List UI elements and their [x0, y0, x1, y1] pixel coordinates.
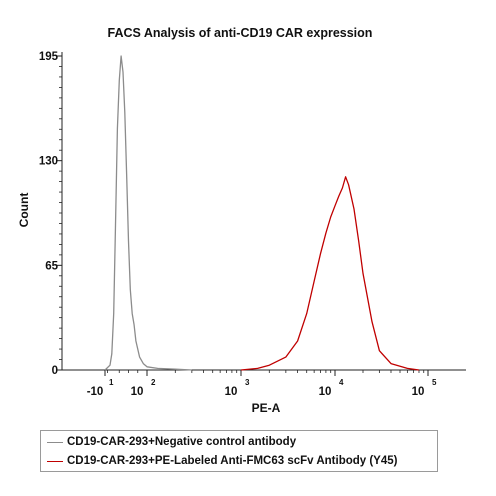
y-tick-label: 0 — [52, 365, 58, 377]
legend-item-negative-control: CD19-CAR-293+Negative control antibody — [47, 434, 296, 450]
legend-item-anti-fmc63: CD19-CAR-293+PE-Labeled Anti-FMC63 scFv … — [47, 453, 397, 469]
legend-swatch-anti-fmc63 — [47, 460, 63, 462]
legend-label-negative-control: CD19-CAR-293+Negative control antibody — [67, 436, 297, 448]
x-axis-label: PE-A — [252, 401, 281, 415]
x-tick-exponent: 2 — [151, 378, 156, 387]
x-tick-exponent: 5 — [432, 378, 437, 387]
x-tick-exponent: 1 — [109, 378, 114, 387]
x-tick-label: -10 — [87, 386, 104, 398]
y-axis-label: Count — [17, 193, 31, 228]
chart-title: FACS Analysis of anti-CD19 CAR expressio… — [108, 26, 373, 40]
y-tick-label: 195 — [39, 51, 59, 63]
x-tick-label: 10 — [319, 386, 332, 398]
x-tick-label: 10 — [412, 386, 425, 398]
x-tick-exponent: 4 — [339, 378, 344, 387]
series-line-2 — [240, 176, 420, 371]
legend: CD19-CAR-293+Negative control antibody C… — [40, 430, 438, 472]
legend-label-anti-fmc63: CD19-CAR-293+PE-Labeled Anti-FMC63 scFv … — [67, 455, 398, 467]
legend-swatch-negative-control — [47, 441, 63, 443]
series-line-1 — [104, 55, 192, 371]
x-tick-exponent: 3 — [245, 378, 250, 387]
y-tick-label: 65 — [45, 260, 58, 272]
plot-area: 0 65 130 195 -10 1 10 2 10 3 10 4 10 5 — [39, 51, 466, 398]
x-tick-label: 10 — [225, 386, 238, 398]
y-tick-label: 130 — [39, 156, 58, 168]
x-tick-label: 10 — [131, 386, 144, 398]
